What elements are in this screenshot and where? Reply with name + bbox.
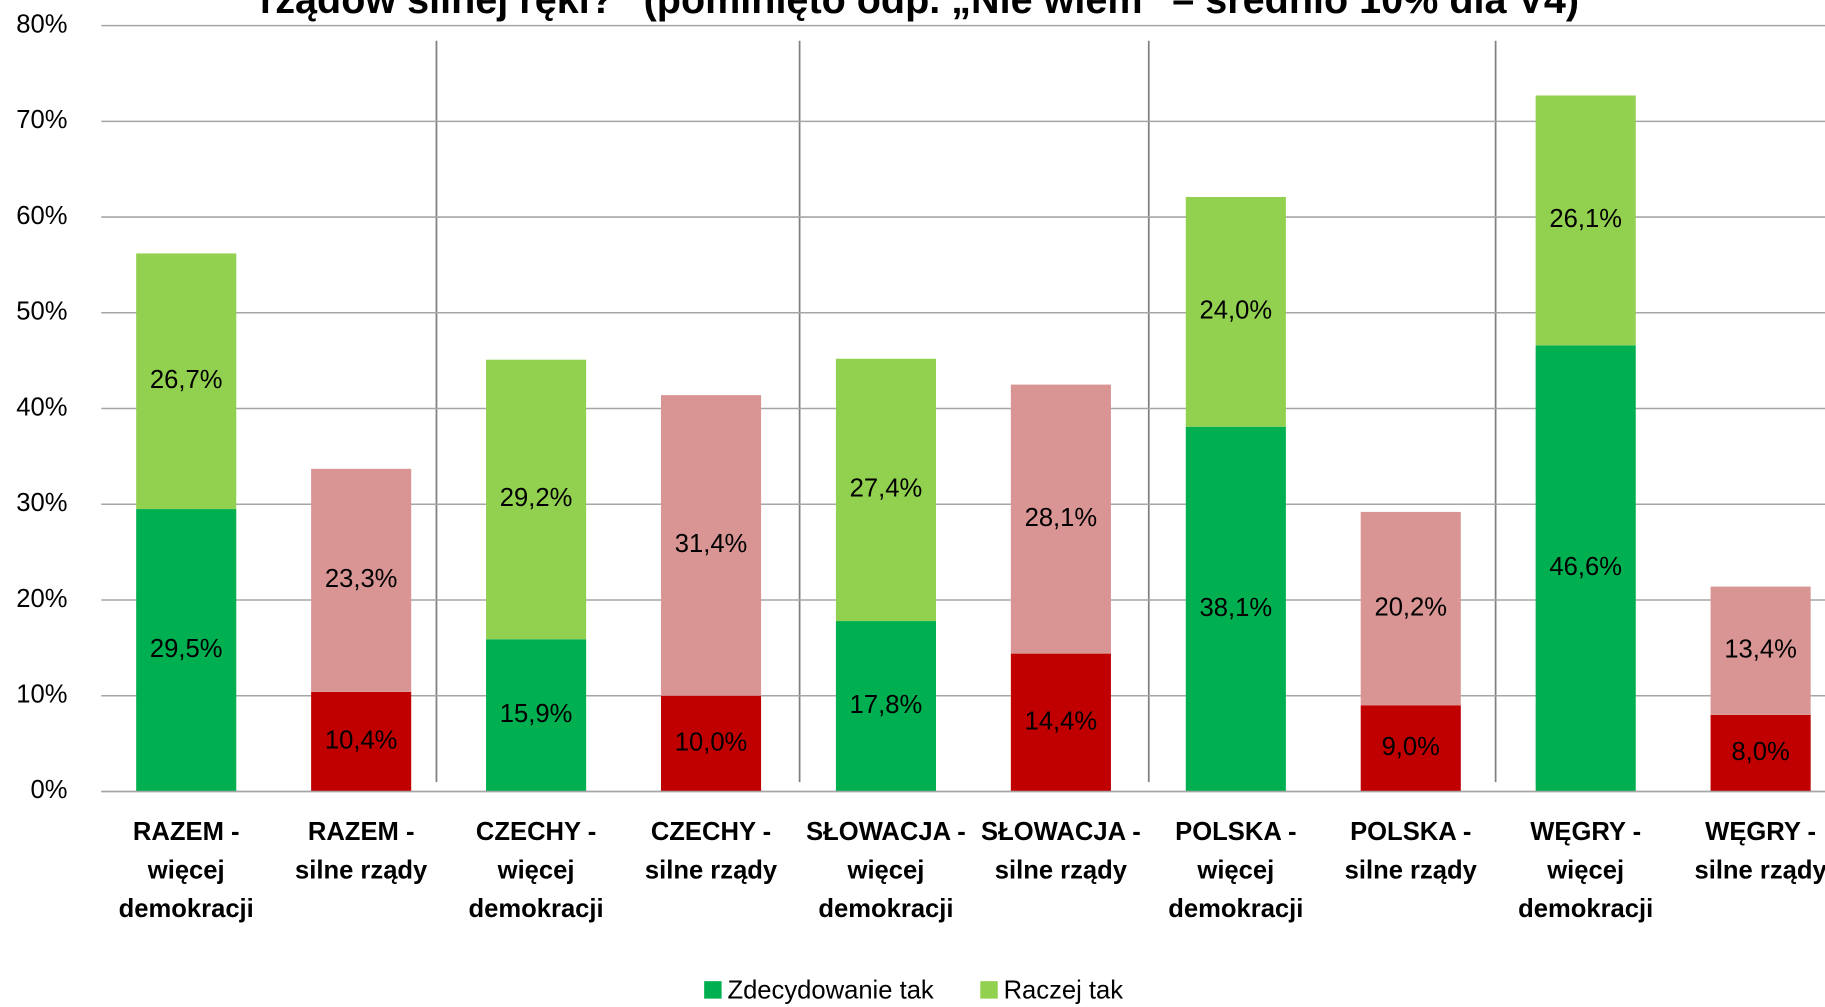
data-label: 9,0%: [1382, 733, 1440, 761]
x-tick-label: demokracji: [119, 895, 254, 923]
x-tick-label: więcej: [1546, 857, 1624, 885]
x-tick-label: demokracji: [1518, 895, 1653, 923]
data-label: 29,2%: [500, 484, 573, 512]
y-tick-label: 60%: [16, 202, 67, 230]
data-label: 13,4%: [1724, 635, 1797, 663]
x-tick-label: POLSKA -: [1350, 818, 1471, 846]
y-tick-label: 0%: [31, 776, 68, 804]
x-tick-label: WĘGRY -: [1705, 818, 1816, 846]
bar-segment: [311, 468, 412, 692]
bar-segment: [1360, 511, 1461, 706]
data-label: 28,1%: [1025, 504, 1098, 532]
x-tick-label: więcej: [497, 857, 575, 885]
data-label: 27,4%: [850, 475, 923, 503]
bar-segment: [1535, 345, 1636, 792]
x-tick-label: silne rządy: [995, 857, 1128, 885]
x-tick-label: silne rządy: [645, 857, 778, 885]
bar-segment: [1185, 196, 1286, 427]
x-tick-label: CZECHY -: [651, 818, 771, 846]
legend-label: Zdecydowanie tak: [727, 976, 933, 1004]
y-tick-label: 80%: [16, 10, 67, 38]
y-tick-label: 40%: [16, 393, 67, 421]
bar-segment: [486, 359, 587, 640]
bar-segment: [835, 358, 937, 622]
chart-title: rządów silnej ręki?" (pominięto odp. „Ni…: [260, 0, 1579, 22]
x-tick-label: demokracji: [1168, 895, 1303, 923]
x-tick-label: POLSKA -: [1175, 818, 1296, 846]
bar-segment: [660, 695, 762, 792]
bar-segment: [136, 509, 237, 792]
x-tick-label: RAZEM -: [133, 818, 240, 846]
data-label: 31,4%: [675, 530, 748, 558]
x-tick-label: SŁOWACJA -: [806, 818, 966, 846]
data-label: 38,1%: [1200, 594, 1273, 622]
bar-segment: [311, 691, 412, 792]
legend-swatch: [980, 981, 998, 999]
data-label: 29,5%: [150, 635, 223, 663]
y-tick-label: 70%: [16, 106, 67, 134]
x-tick-label: więcej: [847, 857, 925, 885]
bar-segment: [835, 621, 937, 792]
data-label: 20,2%: [1374, 593, 1447, 621]
data-label: 26,7%: [150, 366, 223, 394]
y-tick-label: 10%: [16, 680, 67, 708]
bar-segment: [486, 639, 587, 792]
bar-segment: [136, 253, 237, 510]
bar-segment: [1185, 426, 1286, 792]
x-tick-label: SŁOWACJA -: [981, 818, 1141, 846]
bar-segment: [1010, 653, 1111, 792]
data-label: 46,6%: [1549, 553, 1622, 581]
bar-segment: [1535, 95, 1636, 346]
separators: [435, 40, 1497, 783]
x-tick-label: demokracji: [469, 895, 604, 923]
bar-segment: [660, 395, 762, 696]
x-tick-label: RAZEM -: [308, 818, 415, 846]
y-tick-label: 20%: [16, 585, 67, 613]
data-label: 24,0%: [1200, 297, 1273, 325]
data-label: 23,3%: [325, 565, 398, 593]
data-label: 26,1%: [1549, 205, 1622, 233]
bar-segment: [1360, 705, 1461, 792]
legend-swatch: [704, 981, 722, 999]
x-tick-label: silne rządy: [295, 857, 428, 885]
x-tick-label: demokracji: [818, 895, 953, 923]
x-tick-label: więcej: [1196, 857, 1274, 885]
data-label: 15,9%: [500, 700, 573, 728]
x-tick-label: WĘGRY -: [1530, 818, 1641, 846]
bar-segment: [1710, 714, 1811, 792]
bar-segment: [1710, 586, 1811, 715]
x-tick-label: silne rządy: [1694, 857, 1825, 885]
x-tick-label: więcej: [147, 857, 225, 885]
y-tick-label: 30%: [16, 489, 67, 517]
bar-segment: [1010, 384, 1111, 654]
x-tick-label: silne rządy: [1345, 857, 1478, 885]
data-label: 10,4%: [325, 726, 398, 754]
plot: rządów silnej ręki?" (pominięto odp. „Ni…: [16, 0, 1825, 1004]
x-tick-label: CZECHY -: [476, 818, 596, 846]
data-label: 14,4%: [1025, 707, 1098, 735]
legend-label: Raczej tak: [1004, 976, 1124, 1004]
y-tick-label: 50%: [16, 298, 67, 326]
data-label: 8,0%: [1731, 738, 1789, 766]
data-label: 10,0%: [675, 728, 748, 756]
data-label: 17,8%: [850, 691, 923, 719]
